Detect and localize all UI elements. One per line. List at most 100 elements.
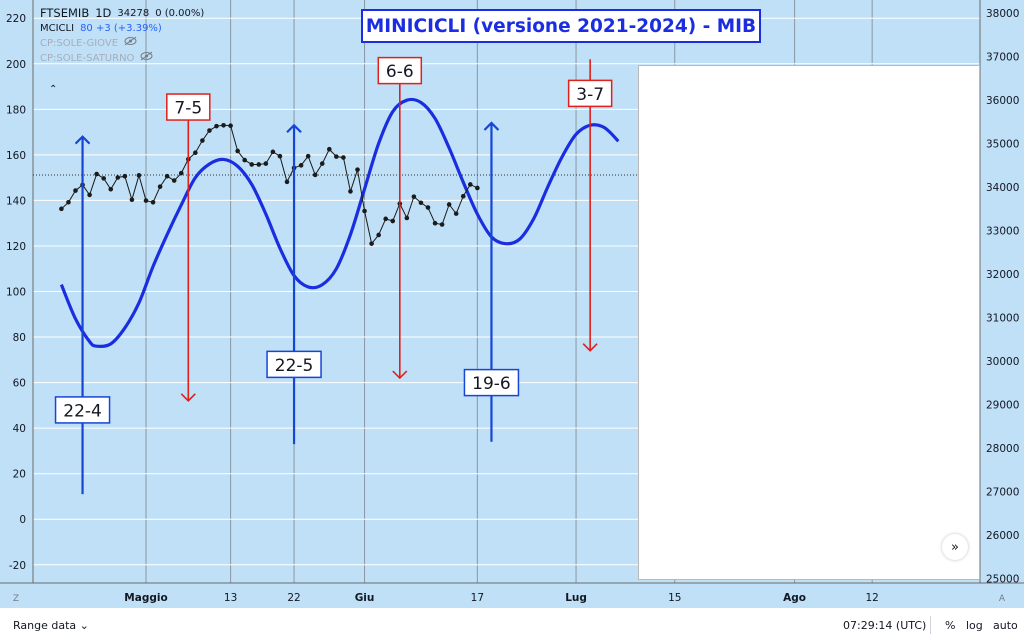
price-point bbox=[432, 220, 438, 226]
cycle-marker-7-5: 7-5 bbox=[166, 93, 211, 402]
right-axis-tick-label: 35000 bbox=[986, 139, 1019, 151]
time-axis-tick-label: Maggio bbox=[124, 592, 167, 604]
price-point bbox=[418, 200, 424, 206]
marker-label: 7-5 bbox=[174, 99, 202, 119]
marker-label-box bbox=[54, 396, 111, 424]
price-point bbox=[460, 193, 466, 199]
price-point bbox=[115, 175, 121, 180]
left-axis-tick-label: 20 bbox=[13, 469, 26, 481]
price-point bbox=[355, 167, 360, 172]
price-line-ftsemib bbox=[61, 124, 478, 245]
price-point bbox=[334, 154, 339, 159]
marker-label-box bbox=[567, 79, 613, 108]
scroll-to-realtime-button[interactable]: » bbox=[942, 534, 968, 560]
legend: FTSEMIB 1D 34278 0 (0.00%) MCICLI 80 +3 … bbox=[40, 6, 204, 66]
legend-main-series[interactable]: FTSEMIB 1D 34278 0 (0.00%) bbox=[40, 6, 204, 21]
marker-label: 19-6 bbox=[472, 374, 511, 394]
price-point bbox=[129, 197, 135, 202]
price-point bbox=[383, 216, 389, 222]
right-axis-tick-label: 28000 bbox=[986, 443, 1019, 455]
arrow-down-icon bbox=[582, 343, 598, 352]
right-axis-tick-label: 36000 bbox=[986, 95, 1019, 107]
price-point bbox=[362, 208, 367, 214]
time-axis-tick-label: 17 bbox=[471, 592, 484, 604]
legend-indicator-sole-giove[interactable]: CP:SOLE-GIOVE bbox=[40, 36, 204, 51]
cycle-marker-22-4: 22-4 bbox=[54, 135, 111, 495]
auto-corner-icon[interactable]: A bbox=[999, 594, 1006, 604]
price-point bbox=[256, 162, 262, 167]
marker-label: 6-6 bbox=[386, 62, 414, 82]
legend-indicator-sole-saturno[interactable]: CP:SOLE-SATURNO bbox=[40, 51, 204, 66]
marker-label: 22-5 bbox=[275, 356, 314, 376]
price-point bbox=[157, 184, 163, 189]
time-axis-tick-label: 22 bbox=[287, 592, 300, 604]
range-data-dropdown[interactable]: Range data ⌄ bbox=[13, 619, 89, 632]
cycle-marker-3-7: 3-7 bbox=[567, 59, 613, 352]
indicator-name: CP:SOLE-GIOVE bbox=[40, 38, 119, 49]
price-point bbox=[214, 123, 219, 129]
price-point bbox=[305, 153, 311, 159]
time-axis-tick-label: 15 bbox=[668, 592, 681, 604]
price-point bbox=[468, 182, 473, 187]
arrow-up-icon bbox=[286, 123, 302, 134]
price-point bbox=[425, 205, 431, 210]
price-point bbox=[193, 150, 198, 156]
price-point bbox=[59, 206, 64, 212]
left-axis-tick-label: 140 bbox=[6, 195, 26, 207]
cycle-markers: 22-4 7-5 22-5 6-6 19-6 3-7 bbox=[54, 56, 613, 495]
zoom-corner-icon[interactable]: Z bbox=[13, 594, 19, 604]
marker-label: 3-7 bbox=[576, 85, 604, 105]
price-point bbox=[341, 155, 346, 160]
arrow-up-icon bbox=[483, 121, 500, 131]
price-point bbox=[108, 186, 114, 192]
symbol-name: FTSEMIB bbox=[40, 6, 90, 20]
left-axis-strip bbox=[0, 0, 33, 608]
price-change: 0 (0.00%) bbox=[155, 8, 205, 19]
left-axis-tick-label: 40 bbox=[13, 423, 26, 435]
time-axis-tick-label: 12 bbox=[865, 592, 878, 604]
cycle-marker-6-6: 6-6 bbox=[377, 56, 423, 380]
price-point bbox=[122, 173, 128, 179]
right-axis-tick-label: 26000 bbox=[986, 530, 1019, 542]
left-axis-tick-label: 120 bbox=[6, 241, 26, 253]
percent-toggle[interactable]: % bbox=[945, 619, 956, 632]
right-axis-tick-label: 32000 bbox=[986, 269, 1019, 281]
price-point bbox=[312, 172, 318, 178]
left-axis-tick-label: 60 bbox=[13, 378, 26, 390]
time-axis[interactable]: Maggio 13 22 Giu 17 Lug 15 Ago 12 Z A bbox=[0, 582, 1024, 608]
price-point bbox=[150, 200, 156, 205]
eye-hidden-icon[interactable] bbox=[140, 51, 153, 66]
price-point bbox=[390, 218, 396, 224]
price-point bbox=[439, 222, 445, 227]
price-point bbox=[277, 153, 283, 159]
price-point bbox=[298, 163, 304, 168]
clock-readout[interactable]: 07:29:14 (UTC) bbox=[843, 619, 927, 632]
price-point bbox=[143, 198, 149, 203]
price-point bbox=[411, 194, 417, 199]
price-point bbox=[200, 138, 205, 143]
price-point bbox=[178, 170, 184, 176]
price-point bbox=[73, 188, 78, 193]
log-toggle[interactable]: log bbox=[966, 619, 983, 632]
chevron-down-icon: ⌄ bbox=[79, 619, 89, 632]
left-axis-tick-label: 0 bbox=[19, 514, 26, 526]
left-axis-tick-label: 160 bbox=[6, 150, 26, 162]
price-point bbox=[453, 211, 459, 216]
collapse-legend-icon[interactable]: ⌃ bbox=[49, 84, 58, 95]
price-point bbox=[235, 148, 240, 154]
price-point bbox=[207, 128, 212, 133]
price-point bbox=[171, 178, 177, 183]
right-price-axis[interactable]: 38000 37000 36000 35000 34000 33000 32000 31000… bbox=[979, 0, 1024, 608]
eye-hidden-icon[interactable] bbox=[124, 36, 137, 51]
auto-scale-toggle[interactable]: auto bbox=[993, 619, 1018, 632]
marker-label: 22-4 bbox=[63, 401, 102, 421]
legend-indicator-mcicli[interactable]: MCICLI 80 +3 (+3.39%) bbox=[40, 21, 204, 36]
left-axis-tick-label: 200 bbox=[6, 59, 26, 71]
left-axis-tick-label: 80 bbox=[13, 332, 26, 344]
left-axis-tick-label: 220 bbox=[6, 13, 26, 25]
price-point bbox=[66, 200, 71, 205]
right-axis-tick-label: 33000 bbox=[986, 226, 1019, 238]
divider bbox=[930, 616, 931, 634]
price-point bbox=[228, 123, 233, 129]
